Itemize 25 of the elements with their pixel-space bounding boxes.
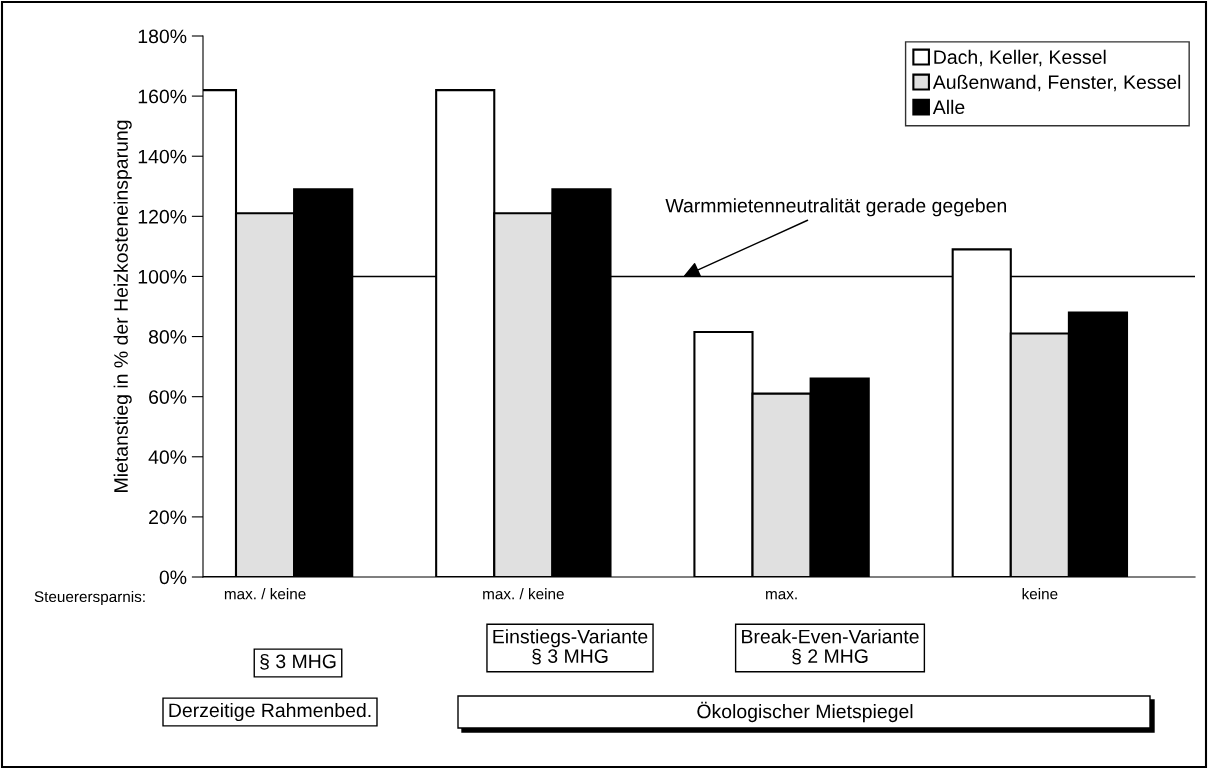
- legend-label: Alle: [932, 99, 965, 115]
- y-tick-label: 100%: [138, 269, 187, 284]
- text: Break-Even-Variante § 2 MHG: [742, 629, 919, 665]
- y-tick-label: 20%: [149, 510, 187, 525]
- x-tick-label: max.: [766, 590, 797, 600]
- legend-label: Außenwand, Fenster, Kessel: [932, 74, 1181, 92]
- text: Einstiegs-Variante § 3 MHG: [493, 629, 648, 665]
- x-tick-label: keine: [1022, 588, 1058, 600]
- text: Steuerersparnis:: [34, 590, 145, 606]
- y-tick-label: 120%: [138, 209, 187, 224]
- text: § 3 MHG: [260, 653, 336, 670]
- y-tick-label: 160%: [138, 89, 187, 104]
- y-tick-label: 0%: [159, 570, 187, 585]
- legend-label: Dach, Keller, Kessel: [934, 49, 1106, 67]
- y-tick-label: 60%: [149, 390, 187, 404]
- x-tick-label: max. / keine: [224, 588, 306, 600]
- ref-line-label: Warmmietenneutralität gerade gegeben: [665, 198, 1007, 217]
- y-tick-label: 80%: [148, 330, 187, 344]
- y-tick-label: 140%: [138, 149, 187, 164]
- y-tick-label: 40%: [148, 450, 187, 465]
- y-tick-label: 180%: [138, 29, 187, 44]
- x-tick-label: max. / keine: [483, 588, 564, 600]
- text: Ökologischer Mietspiegel: [697, 701, 913, 723]
- text: Derzeitige Rahmenbed.: [169, 702, 371, 722]
- y-axis-title: Mietanstieg in % der Heizkosteneinsparung: [113, 120, 132, 492]
